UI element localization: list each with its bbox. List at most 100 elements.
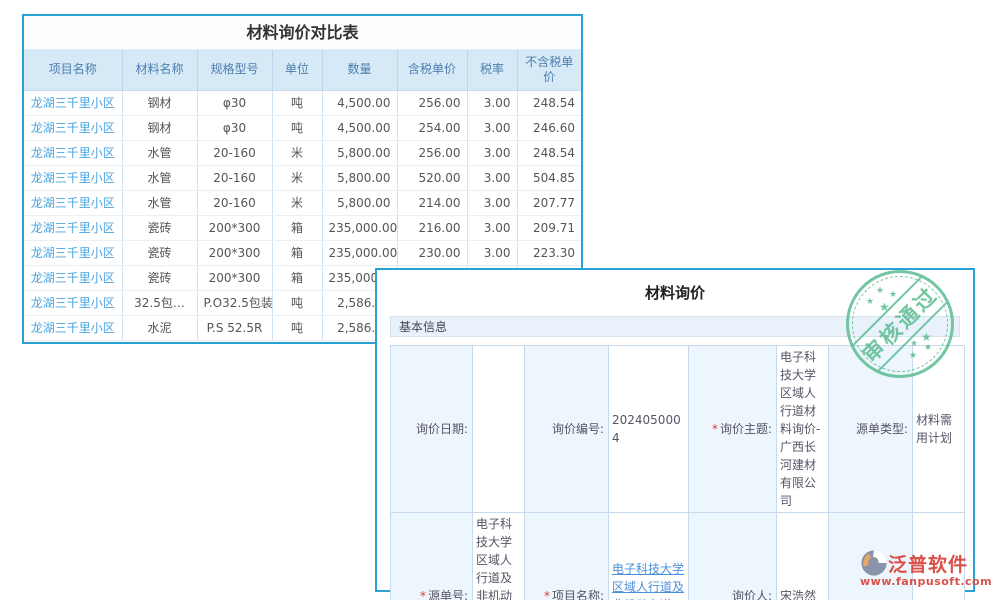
table-cell: 钢材 [122,115,198,141]
column-header: 项目名称 [24,50,123,91]
vendor-name: 泛普软件 [888,553,969,576]
table-cell: 504.85 [517,165,581,191]
table-cell: 米 [272,140,323,166]
table-cell: 3.00 [467,90,518,116]
project-name-link-cell: 电子科技大学区域人行道及非机动车道工程施工 [608,512,689,600]
column-header: 材料名称 [122,50,198,91]
table-cell: 207.77 [517,190,581,216]
inquiry-subject-label: * 询价主题: [688,345,777,513]
table-row: 龙湖三千里小区 水管 20-160 米 5,800.00 214.00 3.00 207.77 [24,190,581,216]
table-cell: 235,000.00 [322,240,398,266]
compare-table-head: 项目名称 材料名称 规格型号 单位 数量 含税单价 税率 不含税单价 [24,50,581,91]
table-cell: P.O32.5包装 [197,290,273,316]
required-mark: * [711,422,718,436]
required-mark: * [543,589,550,600]
project-link[interactable]: 龙湖三千里小区 [24,90,123,116]
column-header: 税率 [467,50,518,91]
table-cell: 5,800.00 [322,190,398,216]
project-link[interactable]: 龙湖三千里小区 [24,315,123,341]
table-cell: 箱 [272,215,323,241]
table-cell: 214.00 [397,190,468,216]
project-name-link[interactable]: 电子科技大学区域人行道及非机动车道工程施工 [612,562,685,600]
project-link[interactable]: 龙湖三千里小区 [24,140,123,166]
inquiry-subject-field[interactable]: 电子科技大学区域人行道材料询价-广西长河建材有限公司 [776,345,829,513]
table-row: 龙湖三千里小区 钢材 φ30 吨 4,500.00 254.00 3.00 246.60 [24,115,581,141]
project-link[interactable]: 龙湖三千里小区 [24,165,123,191]
vendor-logo: 泛普软件 www.fanpusoft.com [860,549,998,588]
table-cell: 4,500.00 [322,115,398,141]
table-row: 龙湖三千里小区 瓷砖 200*300 箱 235,000.00 216.00 3.00 209… [24,215,581,241]
table-cell: 20-160 [197,190,273,216]
vendor-url[interactable]: www.fanpusoft.com [860,575,993,588]
form-row: 询价日期: 询价编号: 2024050004 * 询价主题: 电子科技大学区域人行… [390,345,965,513]
project-name-label: * 项目名称: [524,512,609,600]
table-cell: 3.00 [467,140,518,166]
inquiry-window-title: 材料询价 [644,284,705,302]
header-row: 项目名称 材料名称 规格型号 单位 数量 含税单价 税率 不含税单价 [24,50,581,91]
column-header: 数量 [322,50,398,91]
compare-window: 材料询价对比表 项目名称 材料名称 规格型号 单位 数量 含税单价 税率 不含税单价 龙湖三千… [22,14,583,344]
fanpu-logo-icon [861,550,887,576]
inquiry-date-field[interactable] [472,345,525,513]
table-cell: 吨 [272,315,323,341]
compare-table: 项目名称 材料名称 规格型号 单位 数量 含税单价 税率 不含税单价 龙湖三千里小区 钢材 φ30… [24,50,581,341]
table-cell: 200*300 [197,265,273,291]
table-cell: 32.5包… [122,290,198,316]
table-cell: 5,800.00 [322,165,398,191]
table-cell: 200*300 [197,215,273,241]
column-header: 含税单价 [397,50,468,91]
source-number-label: * 源单号: [390,512,473,600]
inquirer-value: 宋浩然 [776,512,829,600]
table-cell: 米 [272,190,323,216]
table-cell: 水管 [122,165,198,191]
table-cell: 3.00 [467,240,518,266]
table-cell: 209.71 [517,215,581,241]
table-cell: 钢材 [122,90,198,116]
compare-window-title: 材料询价对比表 [24,16,581,50]
table-cell: 瓷砖 [122,265,198,291]
inquiry-window: 材料询价 基本信息 询价日期: 询价编号: 2024050004 * 询价主题: … [375,268,975,600]
table-cell: 箱 [272,240,323,266]
table-cell: 吨 [272,90,323,116]
project-link[interactable]: 龙湖三千里小区 [24,240,123,266]
table-row: 龙湖三千里小区 水管 20-160 米 5,800.00 520.00 3.00 504.85 [24,165,581,191]
source-number-field[interactable]: 电子科技大学区域人行道及非机动车道工程施工合同主要材料 [472,512,525,600]
inquiry-form-table: 询价日期: 询价编号: 2024050004 * 询价主题: 电子科技大学区域人行… [390,345,965,600]
table-cell: 吨 [272,115,323,141]
source-type-label: 源单类型: [828,345,913,513]
table-cell: 235,000.00 [322,215,398,241]
table-cell: 20-160 [197,140,273,166]
table-cell: 水管 [122,140,198,166]
table-cell: 3.00 [467,115,518,141]
source-type-value: 材料需用计划 [912,345,965,513]
table-cell: 瓷砖 [122,240,198,266]
table-cell: 3.00 [467,190,518,216]
basic-info-section-header: 基本信息 [390,316,960,337]
table-cell: 246.60 [517,115,581,141]
project-link[interactable]: 龙湖三千里小区 [24,115,123,141]
table-cell: 水泥 [122,315,198,341]
table-cell: 200*300 [197,240,273,266]
table-cell: 248.54 [517,90,581,116]
inquiry-date-label: 询价日期: [390,345,473,513]
table-cell: P.S 52.5R [197,315,273,341]
project-link[interactable]: 龙湖三千里小区 [24,265,123,291]
project-link[interactable]: 龙湖三千里小区 [24,190,123,216]
table-cell: 5,800.00 [322,140,398,166]
table-cell: φ30 [197,115,273,141]
project-link[interactable]: 龙湖三千里小区 [24,215,123,241]
table-cell: 水管 [122,190,198,216]
column-header: 单位 [272,50,323,91]
column-header: 不含税单价 [517,50,581,91]
project-link[interactable]: 龙湖三千里小区 [24,290,123,316]
table-cell: 20-160 [197,165,273,191]
required-mark: * [419,589,426,600]
table-cell: 216.00 [397,215,468,241]
table-cell: 223.30 [517,240,581,266]
empty-value-cell [912,512,965,600]
table-cell: 米 [272,165,323,191]
table-cell: 吨 [272,290,323,316]
table-cell: 4,500.00 [322,90,398,116]
inquiry-number-value: 2024050004 [608,345,689,513]
table-cell: 248.54 [517,140,581,166]
